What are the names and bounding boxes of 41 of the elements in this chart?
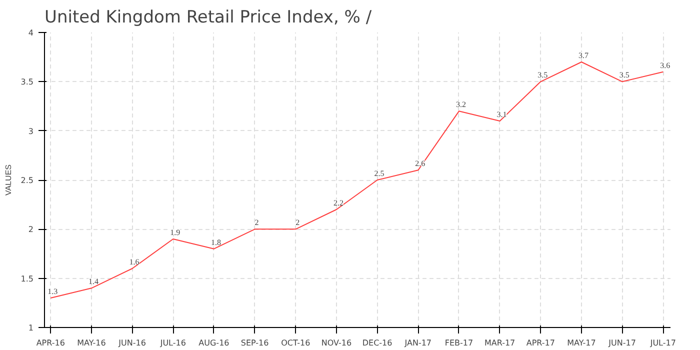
x-tick-label: AUG-16 [198,338,230,348]
x-tick-label: MAY-17 [567,338,596,348]
x-tick-label: JUN-16 [118,338,146,348]
x-tick-label: JUL-17 [649,338,676,348]
x-tick-label: FEB-17 [444,338,474,348]
x-tick-label: DEC-16 [362,338,392,348]
x-tick-label: JUL-16 [159,338,186,348]
y-axis-title: VALUES [4,164,13,196]
data-label: 3.1 [496,110,507,119]
x-tick-label: MAR-17 [484,338,516,348]
y-tick-label: 1 [28,324,34,332]
data-label: 2.5 [374,169,384,178]
data-label: 1.3 [48,287,58,296]
x-tick-label: MAY-16 [77,338,106,348]
x-tick-label: JAN-17 [404,338,432,348]
data-label: 3.6 [660,60,670,70]
data-label: 2 [296,218,300,228]
x-tick-label: JUN-17 [608,338,636,348]
chart-title: United Kingdom Retail Price Index, % / [44,8,372,28]
x-tick-label: OCT-16 [281,338,310,348]
y-tick-label: 2 [28,225,34,234]
data-label: 1.8 [210,238,221,247]
x-tick-label: APR-17 [526,338,555,348]
data-label: 2.6 [415,159,426,168]
y-tick-label: 3 [28,126,34,136]
data-label: 3.5 [538,70,548,80]
data-label: 3.7 [578,51,588,60]
data-label: 2.2 [333,198,344,208]
y-tick-label: 4 [28,28,34,38]
data-label: 3.5 [619,70,630,80]
y-tick-label: 2.5 [20,176,34,185]
data-label: 1.6 [129,258,140,266]
data-label: 3.2 [456,100,466,110]
y-tick-label: 1.5 [20,274,34,284]
data-label: 1.4 [88,277,98,286]
data-label: 2 [254,218,259,228]
data-label: 1.9 [170,228,180,237]
y-tick-label: 3.5 [20,78,34,87]
x-tick-label: NOV-16 [321,338,352,348]
x-tick-label: SEP-16 [240,338,269,348]
x-tick-label: APR-16 [36,338,65,348]
